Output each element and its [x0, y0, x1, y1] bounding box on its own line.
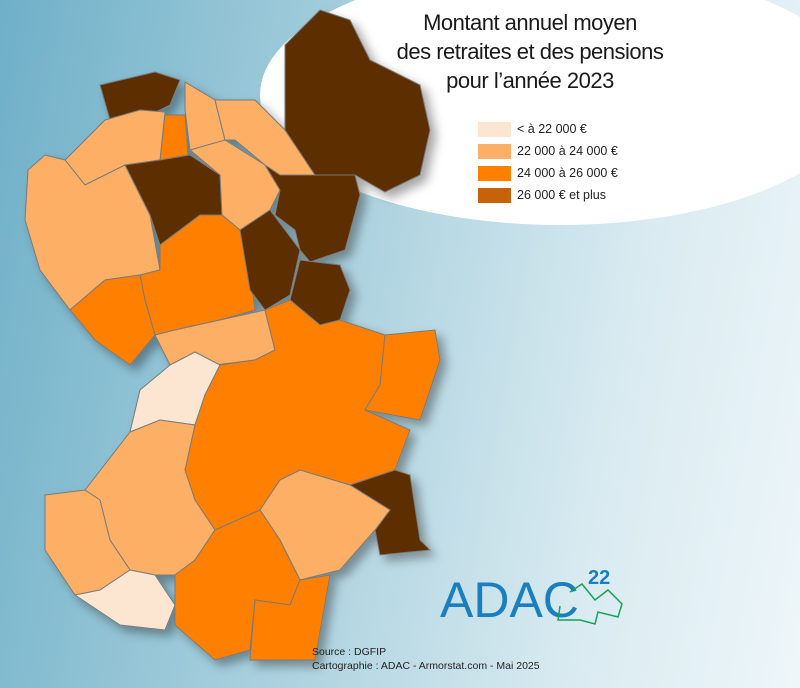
legend-item: 26 000 € et plus	[478, 184, 618, 206]
commune-area	[73, 569, 176, 631]
legend-swatch	[478, 143, 511, 159]
source-note: Source : DGFIP Cartographie : ADAC - Arm…	[312, 645, 540, 673]
legend-item: 22 000 à 24 000 €	[478, 140, 618, 162]
legend-label: 24 000 à 26 000 €	[517, 166, 618, 180]
adac-logo: ADAC 22	[440, 567, 623, 628]
commune-area	[69, 274, 156, 366]
commune-area	[364, 329, 441, 421]
logo-outline	[557, 582, 623, 625]
title-line: pour l’année 2023	[446, 68, 614, 93]
legend-label: < à 22 000 €	[517, 122, 587, 136]
legend-label: 22 000 à 24 000 €	[517, 144, 618, 158]
source-line: Source : DGFIP	[312, 646, 387, 658]
legend: < à 22 000 € 22 000 à 24 000 € 24 000 à …	[478, 118, 618, 206]
credit-line: Cartographie : ADAC - Armorstat.com - Ma…	[312, 660, 540, 672]
legend-swatch	[478, 165, 511, 181]
legend-swatch	[478, 187, 511, 203]
commune-area	[249, 574, 331, 661]
legend-swatch	[478, 121, 511, 137]
title-line: Montant annuel moyen	[423, 10, 637, 35]
commune-area	[264, 164, 361, 263]
title-line: des retraites et des pensions	[396, 39, 664, 64]
logo-sup: 22	[588, 567, 610, 589]
legend-item: < à 22 000 €	[478, 118, 618, 140]
commune-area	[239, 209, 301, 311]
map-title: Montant annuel moyen des retraites et de…	[380, 8, 680, 95]
legend-item: 24 000 à 26 000 €	[478, 162, 618, 184]
logo-text: ADAC	[440, 572, 579, 628]
commune-area	[284, 9, 431, 193]
legend-label: 26 000 € et plus	[517, 188, 606, 202]
